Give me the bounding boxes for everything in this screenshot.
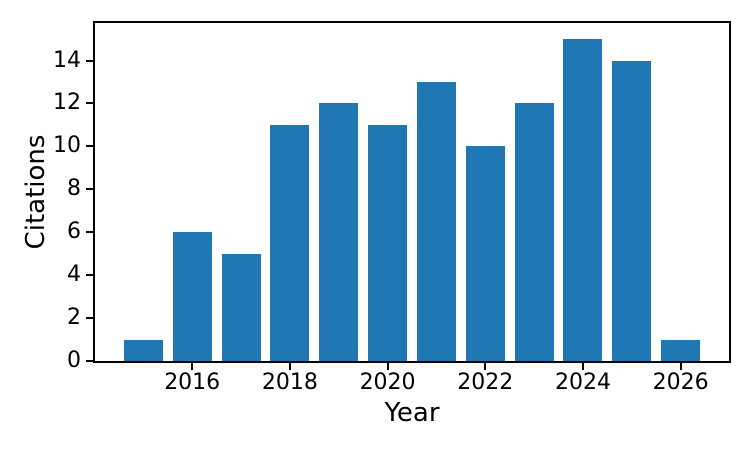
x-tick-label-2020: 2020 — [359, 370, 416, 395]
bar-2019 — [319, 103, 359, 361]
x-tick-2016 — [191, 363, 194, 370]
bar-2024 — [563, 39, 603, 361]
x-tick-2024 — [581, 363, 584, 370]
y-tick-label-12: 12 — [53, 90, 81, 116]
y-tick-0 — [86, 360, 93, 362]
y-tick-10 — [86, 145, 93, 148]
y-tick-14 — [86, 59, 93, 62]
plot-area: 2016 2018 2020 2022 2024 2026 0 2 4 6 8 10 12 14 — [53, 21, 731, 394]
bar-2018 — [270, 124, 310, 361]
y-axis-label: Citations — [21, 134, 51, 250]
y-tick-12 — [86, 102, 93, 105]
bar-2015 — [123, 339, 163, 361]
x-tick-label-2022: 2022 — [457, 370, 514, 395]
bar-2021 — [416, 82, 456, 361]
y-tick-label-8: 8 — [67, 176, 81, 202]
y-tick-8 — [86, 188, 93, 191]
x-tick-label-2026: 2026 — [652, 370, 709, 395]
x-tick-label-2018: 2018 — [261, 370, 318, 395]
bar-2016 — [172, 232, 212, 361]
bar-2023 — [514, 103, 554, 361]
bar-2026 — [661, 339, 701, 361]
y-tick-label-2: 2 — [67, 305, 81, 331]
y-tick-6 — [86, 231, 93, 234]
bar-2022 — [465, 146, 505, 361]
y-tick-label-10: 10 — [53, 133, 81, 159]
x-tick-2018 — [288, 363, 291, 370]
y-tick-label-4: 4 — [67, 262, 81, 288]
y-tick-label-6: 6 — [67, 219, 81, 245]
y-tick-label-14: 14 — [53, 47, 81, 73]
x-axis-label: Year — [384, 398, 440, 428]
x-tick-2026 — [679, 363, 682, 370]
x-tick-label-2024: 2024 — [554, 370, 611, 395]
x-tick-2020 — [386, 363, 389, 370]
bar-2020 — [368, 124, 408, 361]
y-tick-4 — [86, 274, 93, 277]
bar-2017 — [221, 253, 261, 361]
bar-2025 — [612, 60, 652, 361]
x-tick-label-2016: 2016 — [164, 370, 221, 395]
x-tick-2022 — [484, 363, 487, 370]
y-tick-label-0: 0 — [67, 348, 81, 373]
y-tick-2 — [86, 317, 93, 320]
